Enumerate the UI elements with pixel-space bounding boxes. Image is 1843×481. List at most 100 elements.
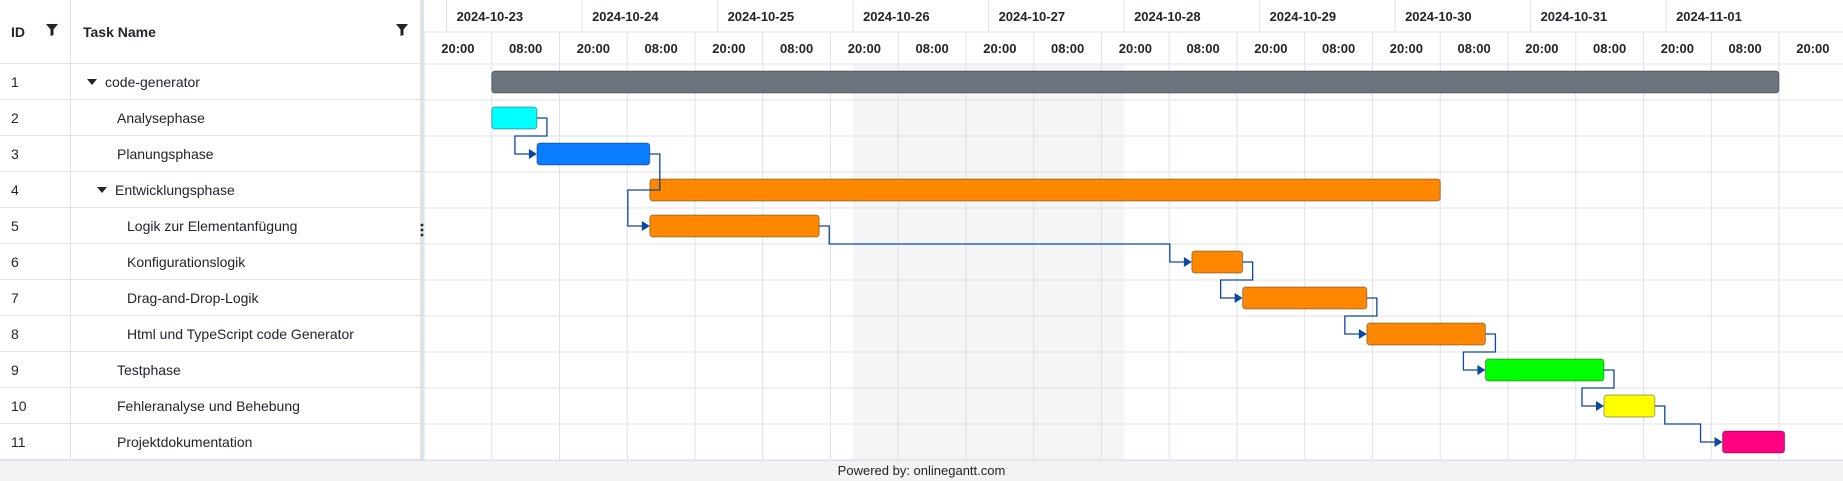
task-bar[interactable] xyxy=(1603,394,1656,418)
task-id: 8 xyxy=(11,325,19,342)
hour-label: 20:00 xyxy=(577,41,610,56)
task-id-cell: 5 xyxy=(0,208,71,243)
weekend-shade xyxy=(853,64,989,460)
task-name: code-generator xyxy=(105,73,200,90)
task-row[interactable]: 5 Logik zur Elementanfügung xyxy=(0,208,420,244)
task-bar[interactable] xyxy=(1484,358,1605,382)
hour-label: 08:00 xyxy=(780,41,813,56)
task-row[interactable]: 4 Entwicklungsphase xyxy=(0,172,420,208)
dependency-arrow-icon xyxy=(1477,365,1486,375)
task-name: Testphase xyxy=(117,361,181,378)
task-bar[interactable] xyxy=(536,142,651,166)
dependency-link xyxy=(819,225,1185,263)
gantt-chart: 2024-10-23 2024-10-24 2024-10-25 2024-10-26… xyxy=(424,0,1843,460)
task-bar[interactable] xyxy=(491,70,1780,94)
grid-header-row: ID Task Name xyxy=(0,0,420,64)
date-label: 2024-10-28 xyxy=(1134,9,1201,24)
hour-label: 20:00 xyxy=(1661,41,1694,56)
task-name: Html und TypeScript code Generator xyxy=(127,325,354,342)
hour-label: 08:00 xyxy=(1729,41,1762,56)
hour-label: 08:00 xyxy=(916,41,949,56)
task-id: 5 xyxy=(11,217,19,234)
task-bar[interactable] xyxy=(1191,250,1244,274)
task-name: Planungsphase xyxy=(117,145,214,162)
hour-label: 08:00 xyxy=(1322,41,1355,56)
dependency-link xyxy=(627,153,661,227)
hour-label: 20:00 xyxy=(1119,41,1152,56)
dependency-arrow-icon xyxy=(1714,437,1723,447)
task-name-cell: Planungsphase xyxy=(71,136,420,171)
hour-label: 20:00 xyxy=(1525,41,1558,56)
task-name-cell: Entwicklungsphase xyxy=(71,172,420,207)
hour-label: 20:00 xyxy=(983,41,1016,56)
task-name: Logik zur Elementanfügung xyxy=(127,217,298,234)
footer: Powered by: onlinegantt.com xyxy=(0,460,1843,481)
hour-label: 20:00 xyxy=(712,41,745,56)
task-id: 6 xyxy=(11,253,19,270)
task-bar[interactable] xyxy=(1366,322,1486,346)
id-column-header[interactable]: ID xyxy=(0,0,71,63)
dependency-link xyxy=(1581,369,1615,407)
date-label: 2024-10-31 xyxy=(1541,9,1608,24)
task-name: Entwicklungsphase xyxy=(115,181,235,198)
hour-label: 08:00 xyxy=(1593,41,1626,56)
task-row[interactable]: 6 Konfigurationslogik xyxy=(0,244,420,280)
task-row[interactable]: 8 Html und TypeScript code Generator xyxy=(0,316,420,352)
task-bar[interactable] xyxy=(1242,286,1368,310)
task-name-cell: Logik zur Elementanfügung xyxy=(71,208,420,243)
task-name: Konfigurationslogik xyxy=(127,253,246,270)
weekend-shade xyxy=(988,64,1125,460)
filter-icon[interactable] xyxy=(46,24,58,36)
dependency-link xyxy=(1462,333,1497,371)
collapse-caret-icon[interactable] xyxy=(87,78,97,85)
task-id-cell: 1 xyxy=(0,64,71,99)
task-bar[interactable] xyxy=(491,106,538,130)
task-bar[interactable] xyxy=(649,214,820,238)
hour-label: 20:00 xyxy=(1796,41,1829,56)
task-row[interactable]: 2 Analysephase xyxy=(0,100,420,136)
date-label: 2024-10-29 xyxy=(1270,9,1337,24)
task-name-cell: code-generator xyxy=(71,64,420,99)
task-row[interactable]: 9 Testphase xyxy=(0,352,420,388)
dependency-arrow-icon xyxy=(1358,329,1367,339)
date-label: 2024-11-01 xyxy=(1676,9,1742,24)
task-row[interactable]: 11 Projektdokumentation xyxy=(0,424,420,460)
task-name-column-header[interactable]: Task Name xyxy=(71,0,420,63)
dependency-link xyxy=(1344,297,1378,335)
dependency-arrow-icon xyxy=(1595,401,1604,411)
task-id-cell: 11 xyxy=(0,424,71,459)
task-name-header-label: Task Name xyxy=(83,23,156,40)
task-bar[interactable] xyxy=(649,178,1441,202)
task-name: Projektdokumentation xyxy=(117,433,253,450)
drag-handle-icon[interactable] xyxy=(420,222,424,238)
filter-icon[interactable] xyxy=(396,24,408,36)
footer-credit: Powered by: onlinegantt.com xyxy=(837,463,1006,478)
task-id-cell: 9 xyxy=(0,352,71,387)
task-row[interactable]: 1 code-generator xyxy=(0,64,420,100)
dependency-arrow-icon xyxy=(641,221,650,231)
task-name-cell: Konfigurationslogik xyxy=(71,244,420,279)
collapse-caret-icon[interactable] xyxy=(97,186,107,193)
task-id: 9 xyxy=(11,361,19,378)
task-row[interactable]: 10 Fehleranalyse und Behebung xyxy=(0,388,420,424)
dependency-arrow-icon xyxy=(528,149,537,159)
task-id: 3 xyxy=(11,145,19,162)
task-id: 2 xyxy=(11,109,19,126)
hour-label: 20:00 xyxy=(441,41,474,56)
panel-splitter[interactable] xyxy=(420,0,424,460)
task-id-cell: 7 xyxy=(0,280,71,315)
task-row[interactable]: 3 Planungsphase xyxy=(0,136,420,172)
task-name-cell: Html und TypeScript code Generator xyxy=(71,316,420,351)
hour-label: 08:00 xyxy=(1051,41,1084,56)
task-id-cell: 2 xyxy=(0,100,71,135)
task-name: Analysephase xyxy=(117,109,205,126)
task-bar[interactable] xyxy=(1722,430,1786,454)
task-row[interactable]: 7 Drag-and-Drop-Logik xyxy=(0,280,420,316)
task-id: 1 xyxy=(11,73,19,90)
dependency-arrow-icon xyxy=(1234,293,1243,303)
task-id-cell: 6 xyxy=(0,244,71,279)
task-name-cell: Analysephase xyxy=(71,100,420,135)
task-name-cell: Testphase xyxy=(71,352,420,387)
date-label: 2024-10-30 xyxy=(1405,9,1472,24)
